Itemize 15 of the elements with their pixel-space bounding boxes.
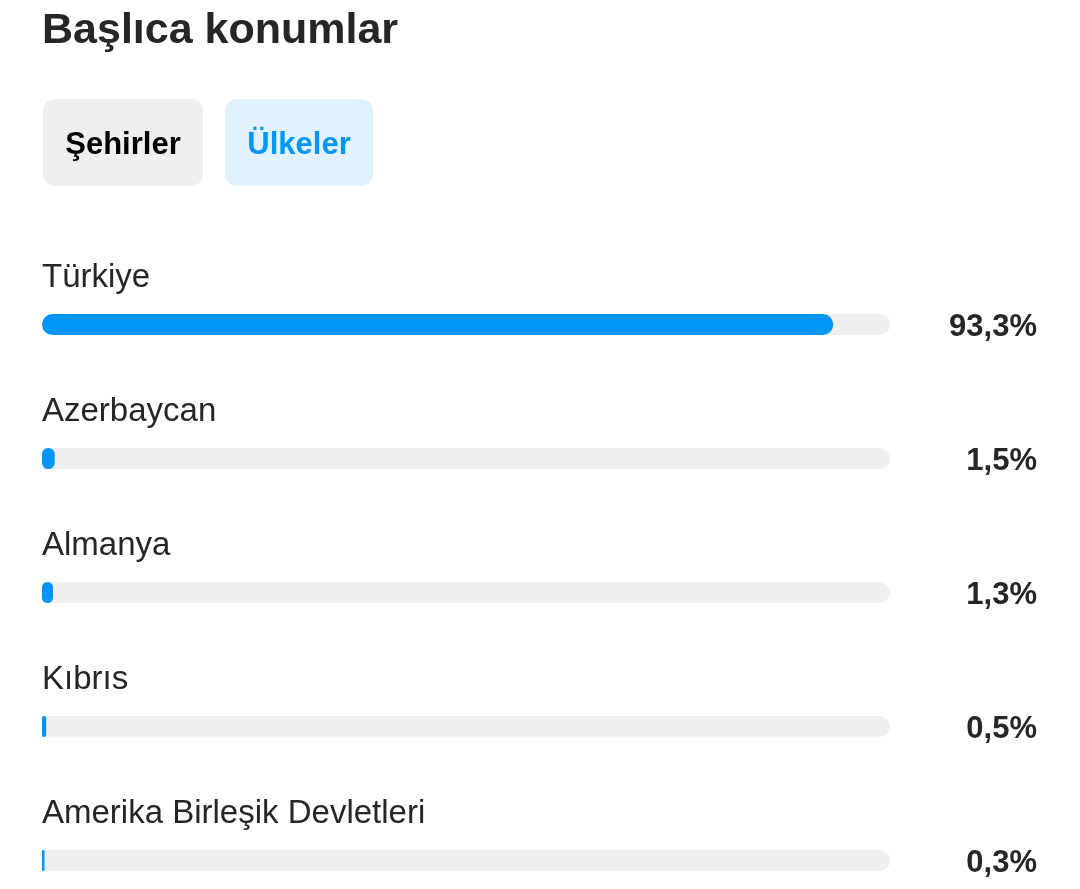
data-label: 0,5% [966, 709, 1037, 745]
y-tick-label: Kıbrıs [42, 659, 129, 696]
data-label: 93,3% [949, 307, 1037, 343]
y-tick-label: Azerbaycan [42, 391, 217, 428]
tab-button: Ülkeler [225, 99, 373, 186]
tab-button: Şehirler [43, 99, 203, 186]
data-label: 1,5% [966, 441, 1037, 477]
y-tick-label: Türkiye [42, 257, 151, 294]
y-tick-label: Amerika Birleşik Devletleri [42, 793, 426, 830]
data-label: 0,3% [966, 843, 1037, 879]
bar [42, 716, 47, 737]
chart-title: Başlıca konumlar [42, 4, 399, 52]
y-tick-label: Almanya [42, 525, 172, 562]
bar [42, 850, 45, 871]
data-label: 1,3% [966, 575, 1037, 611]
